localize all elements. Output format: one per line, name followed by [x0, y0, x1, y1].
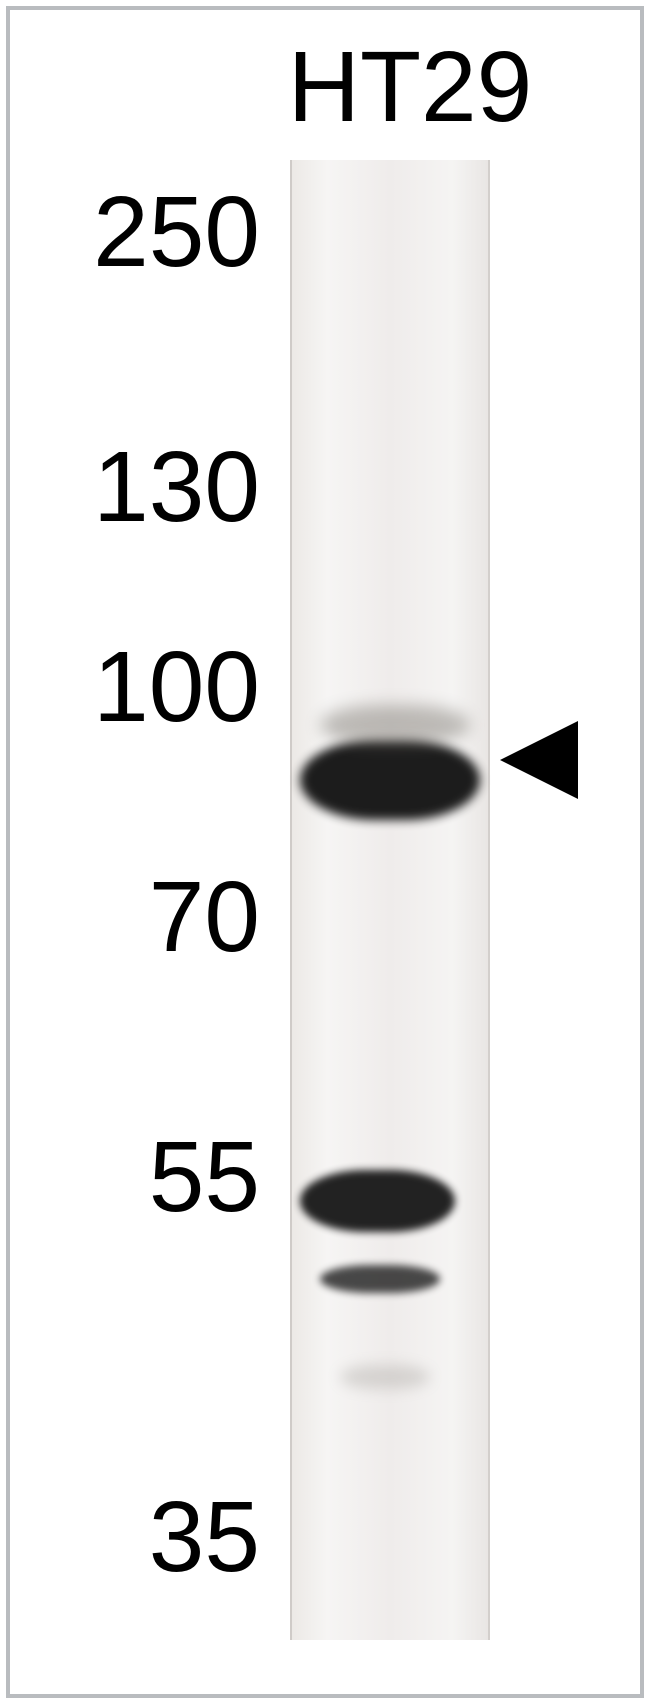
mw-marker-130: 130	[0, 430, 260, 545]
blot-lane	[290, 160, 490, 1640]
band-45kda-minor	[320, 1265, 440, 1293]
main-band-80kda	[300, 740, 480, 820]
band-50kda	[300, 1170, 455, 1232]
mw-marker-70: 70	[0, 860, 260, 975]
mw-marker-55: 55	[0, 1120, 260, 1235]
target-band-arrow-icon	[500, 721, 578, 799]
western-blot-figure: HT29 250 130 100 70 55 35	[0, 0, 650, 1704]
faint-smudge-low	[340, 1365, 430, 1389]
shadow-above-main	[320, 705, 470, 745]
mw-marker-100: 100	[0, 630, 260, 745]
lane-label: HT29	[280, 30, 540, 145]
mw-marker-250: 250	[0, 175, 260, 290]
mw-marker-35: 35	[0, 1480, 260, 1595]
